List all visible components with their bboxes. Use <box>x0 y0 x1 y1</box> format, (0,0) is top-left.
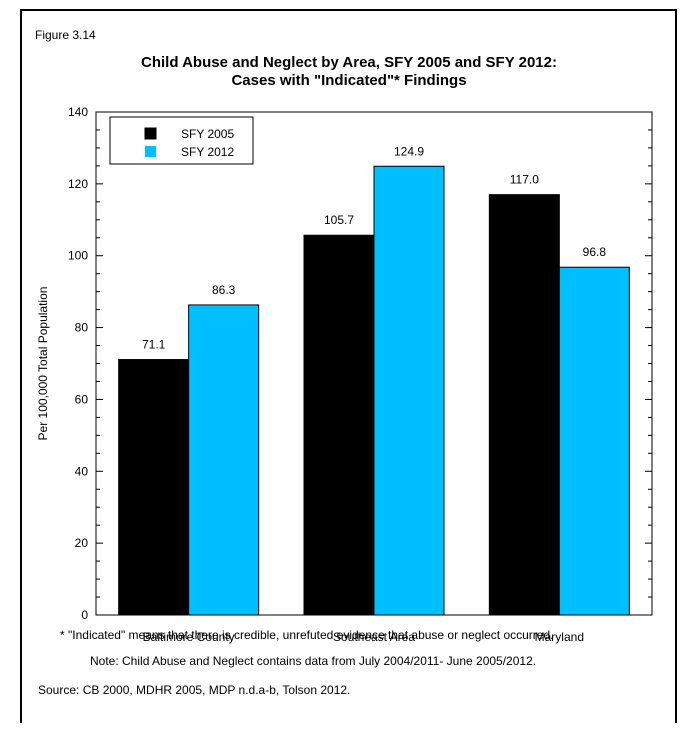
bar-sfy-2012-1 <box>373 165 445 616</box>
footnote: * "Indicated" means that there is credib… <box>60 628 554 642</box>
legend-label-sfy-2005: SFY 2005 <box>181 127 234 141</box>
y-axis-label: Per 100,000 Total Population <box>36 287 50 441</box>
legend-label-sfy-2012: SFY 2012 <box>181 145 234 159</box>
source-citation: Source: CB 2000, MDHR 2005, MDP n.d.a-b,… <box>38 683 351 697</box>
x-tick-label-2: Maryland <box>535 630 584 644</box>
y-tick-label-60: 60 <box>75 392 89 406</box>
data-label-sfy-2005-2: 117.0 <box>510 173 539 187</box>
bar-sfy-2012-2 <box>558 266 630 616</box>
data-label-sfy-2012-1: 124.9 <box>394 144 424 158</box>
y-tick-label-100: 100 <box>68 249 88 263</box>
chart-subtitle: Cases with "Indicated"* Findings <box>231 72 467 89</box>
data-note: Note: Child Abuse and Neglect contains d… <box>90 654 537 668</box>
y-tick-label-20: 20 <box>75 536 89 550</box>
bar-sfy-2005-1 <box>303 234 375 616</box>
y-tick-label-80: 80 <box>75 321 89 335</box>
figure-frame <box>20 9 677 723</box>
bar-sfy-2012-0 <box>188 304 260 616</box>
y-tick-label-120: 120 <box>68 177 88 191</box>
figure-label: Figure 3.14 <box>35 28 96 42</box>
legend-swatch-sfy-2005 <box>144 127 157 140</box>
bar-sfy-2005-0 <box>118 359 190 616</box>
y-tick-label-0: 0 <box>81 608 88 622</box>
data-label-sfy-2005-1: 105.7 <box>324 213 354 227</box>
y-tick-label-140: 140 <box>68 105 88 119</box>
y-tick-label-40: 40 <box>75 464 89 478</box>
legend-box <box>109 116 254 165</box>
x-tick-label-1: Southeast Area <box>333 630 415 644</box>
data-label-sfy-2005-0: 71.1 <box>142 338 166 352</box>
x-tick-label-0: Baltimore County <box>143 630 235 644</box>
chart-title: Child Abuse and Neglect by Area, SFY 200… <box>141 54 557 71</box>
legend-swatch-sfy-2012 <box>145 146 156 157</box>
data-label-sfy-2012-0: 86.3 <box>212 283 236 297</box>
bar-sfy-2005-2 <box>488 194 560 616</box>
legend: SFY 2005 SFY 2012 <box>109 116 254 165</box>
data-label-sfy-2012-2: 96.8 <box>583 245 607 259</box>
